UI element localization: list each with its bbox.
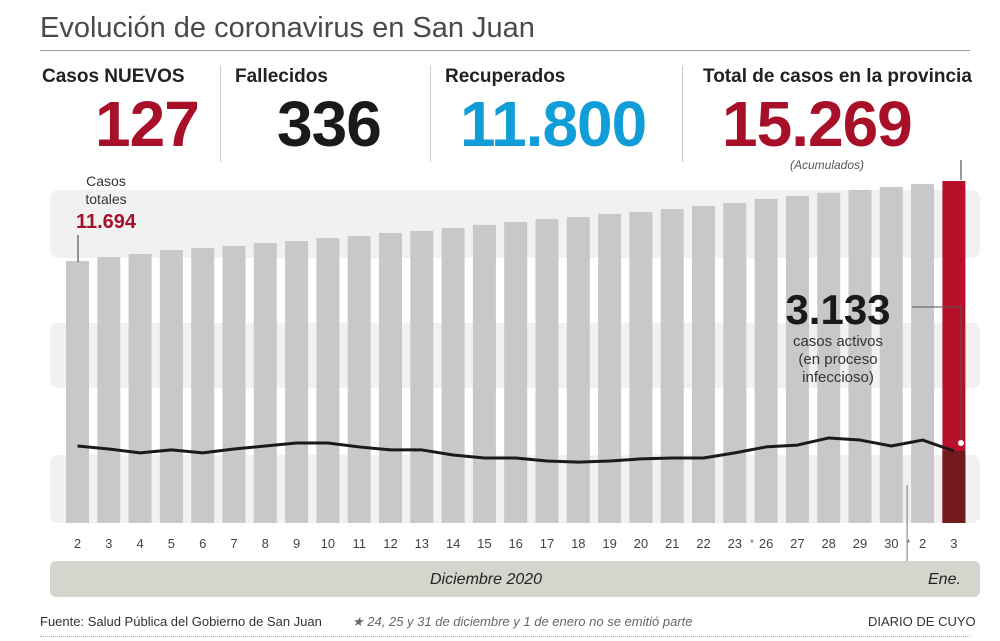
bar [692,205,715,524]
fallecidos-value: 336 [277,88,382,160]
x-tick-label: 12 [383,536,397,551]
x-tick-label: 19 [602,536,616,551]
x-tick-label: 15 [477,536,491,551]
bar [66,261,89,523]
bar-active-portion [942,451,966,523]
total-value: 15.269 [722,88,913,160]
bar [441,228,465,523]
x-tick-label: 3 [950,536,957,551]
active-value: 3.133 [785,286,890,333]
x-tick-label: 2 [919,536,926,551]
x-tick-label: 4 [136,536,143,551]
recuperados-label: Recuperados [445,66,566,87]
nuevos-value: 127 [95,88,200,160]
bar [785,195,809,523]
x-tick-label: 13 [415,536,429,551]
bar [879,187,903,523]
x-tick-label: 18 [571,536,585,551]
bar [598,213,622,523]
first-value: 11.694 [76,211,137,233]
active-label: infeccioso) [802,369,874,386]
bar [222,245,246,523]
divider [682,66,683,162]
x-tick-label: 3 [105,536,112,551]
active-leader [912,306,962,443]
divider [430,66,431,162]
x-tick-label: 10 [321,536,335,551]
month-band [50,561,980,597]
x-tick-label: 22 [696,536,710,551]
x-tick-label: 16 [508,536,522,551]
x-tick-label: 5 [168,536,175,551]
source: Fuente: Salud Pública del Gobierno de Sa… [40,614,322,629]
bar [128,253,152,523]
footer-rule [40,636,970,637]
bar [942,181,966,523]
bar [285,241,309,523]
title-rule [40,50,970,51]
bar [347,236,371,523]
bar [723,202,747,523]
fallecidos-label: Fallecidos [235,66,328,87]
x-tick-label: 26 [759,536,773,551]
bar [535,219,559,523]
x-tick-label: 27 [790,536,804,551]
first-label: Casos [86,173,126,189]
bar [316,238,340,523]
gap-marker: * [907,538,911,548]
bar [911,183,935,523]
x-tick-label: 17 [540,536,554,551]
recuperados-value: 11.800 [460,88,647,160]
divider [220,66,221,162]
x-tick-label: 6 [199,536,206,551]
bar [191,247,215,523]
active-label: casos activos [793,333,883,350]
nuevos-label: Casos NUEVOS [42,66,185,87]
x-tick-label: 8 [262,536,269,551]
bar [566,217,590,523]
total-label: Total de casos en la provincia [703,66,972,87]
total-note: (Acumulados) [790,158,865,172]
active-cases-line [77,436,955,464]
x-tick-label: 21 [665,536,679,551]
first-label: totales [85,191,126,207]
brand: DIARIO DE CUYO [868,614,976,629]
x-tick-label: 2 [74,536,81,551]
x-tick-label: 7 [230,536,237,551]
star-icon: ★ [352,614,368,629]
month-january: Ene. [928,571,961,588]
bar [660,208,684,523]
bar [159,249,183,524]
x-tick-label: 11 [352,536,366,551]
bar [754,198,778,524]
bar [472,224,496,524]
footnote-text: 24, 25 y 31 de diciembre y 1 de enero no… [367,614,693,629]
bar [410,230,434,524]
bar [253,243,277,524]
month-december: Diciembre 2020 [430,571,543,588]
active-dot [958,440,964,446]
bar [379,232,402,523]
bar [97,257,121,523]
x-tick-label: 28 [821,536,835,551]
x-tick-label: 30 [884,536,898,551]
x-tick-label: 20 [634,536,648,551]
x-tick-label: 23 [728,536,742,551]
active-label: (en proceso [798,351,877,368]
x-tick-label: 9 [293,536,300,551]
footnote: ★ 24, 25 y 31 de diciembre y 1 de enero … [352,614,692,630]
bar [629,211,653,524]
x-tick-label: 14 [446,536,460,551]
x-tick-label: 29 [853,536,867,551]
bar [504,221,528,523]
page-title: Evolución de coronavirus en San Juan [40,12,535,44]
gap-marker: * [750,538,754,548]
